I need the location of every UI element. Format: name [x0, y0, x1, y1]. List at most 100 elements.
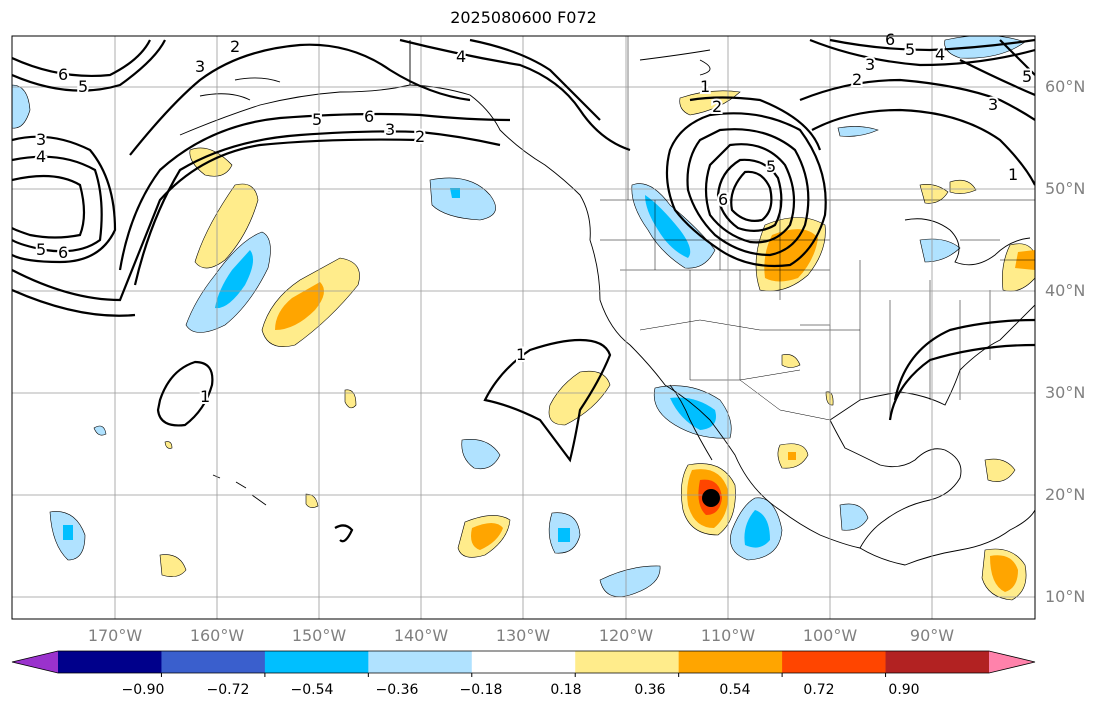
storm-center-marker — [702, 489, 720, 507]
lon-label: 170°W — [87, 626, 143, 645]
neg-region — [558, 528, 570, 542]
colorbar-tick-label: −0.18 — [459, 682, 503, 698]
lon-label: 90°W — [909, 626, 955, 645]
colorbar-segment — [368, 651, 473, 673]
contour-label: 3 — [385, 120, 395, 139]
colorbar-tick-label: 0.36 — [634, 682, 666, 698]
contour-label: 4 — [36, 147, 46, 166]
colorbar-tick-label: −0.90 — [121, 682, 165, 698]
pos-region — [990, 555, 1018, 592]
lon-label: 100°W — [802, 626, 858, 645]
map-background — [12, 36, 1035, 619]
pos-region — [344, 389, 357, 409]
contour-label: 2 — [415, 127, 425, 146]
colorbar-segment — [575, 651, 680, 673]
neg-region — [599, 565, 661, 597]
colorbar-tick-label: −0.72 — [206, 682, 250, 698]
contour-label: 3 — [36, 130, 46, 149]
neg-region — [12, 84, 31, 129]
colorbar-tick-label: 0.90 — [888, 682, 920, 698]
contour-label: 4 — [935, 45, 945, 64]
contour-lines — [12, 38, 1035, 543]
pos-region — [949, 179, 977, 194]
contour-label: 3 — [865, 55, 875, 74]
state-borders — [600, 36, 1035, 421]
pos-region — [159, 554, 187, 577]
shaded-anomaly-regions — [12, 36, 1035, 601]
lon-label: 140°W — [393, 626, 449, 645]
contour-label: 6 — [58, 243, 68, 262]
pos-region — [275, 282, 324, 330]
colorbar-segment — [782, 651, 887, 673]
contour-label: 3 — [195, 57, 205, 76]
contour-label: 5 — [766, 157, 776, 176]
colorbar-extend-left — [12, 651, 58, 673]
neg-region — [839, 503, 869, 531]
neg-region — [744, 510, 770, 548]
lat-label: 20°N — [1045, 485, 1086, 504]
lat-label: 30°N — [1045, 383, 1086, 402]
contour-label: 3 — [988, 95, 998, 114]
colorbar-tick-label: 0.54 — [719, 682, 751, 698]
map-title: 2025080600 F072 — [450, 8, 597, 27]
contour-label: 6 — [364, 107, 374, 126]
colorbar-tick-label: 0.18 — [550, 682, 582, 698]
colorbar-segment — [678, 651, 783, 673]
neg-region — [215, 250, 254, 309]
contour-label: 2 — [852, 70, 862, 89]
lon-label: 130°W — [495, 626, 551, 645]
pos-region — [984, 458, 1016, 482]
contour-label: 5 — [78, 77, 88, 96]
lat-label: 50°N — [1045, 179, 1086, 198]
contour-label: 1 — [1008, 165, 1018, 184]
contour-label: 2 — [712, 97, 722, 116]
contour-label: 5 — [312, 110, 322, 129]
contour-label: 6 — [885, 30, 895, 49]
colorbar — [11, 650, 1036, 677]
lon-label: 160°W — [189, 626, 245, 645]
contour-label: 6 — [718, 190, 728, 209]
colorbar-segment — [264, 651, 369, 673]
colorbar-tick-label: −0.54 — [290, 682, 334, 698]
contour-label: 6 — [58, 65, 68, 84]
coastlines — [179, 40, 1035, 566]
colorbar-segment — [58, 651, 162, 673]
lat-label: 60°N — [1045, 77, 1086, 96]
pos-region — [788, 452, 796, 460]
neg-region — [670, 397, 716, 430]
contour-label: 1 — [516, 345, 526, 364]
colorbar-extend-right — [989, 651, 1035, 673]
pos-region — [194, 183, 259, 269]
pos-region — [781, 354, 801, 368]
contour-label-group: 6 5 3 4 5 6 2 3 5 6 3 2 4 1 2 5 6 3 2 6 … — [34, 28, 1034, 408]
neg-region — [93, 425, 107, 436]
contour-label: 5 — [1022, 67, 1032, 86]
pos-region — [764, 229, 818, 282]
contour-label: 4 — [456, 47, 466, 66]
neg-region — [837, 126, 879, 137]
map-frame — [11, 35, 1036, 620]
lon-label: 110°W — [700, 626, 756, 645]
lat-label: 10°N — [1045, 587, 1086, 606]
colorbar-outline — [11, 650, 1036, 674]
neg-region — [450, 188, 460, 198]
neg-region — [63, 525, 73, 540]
contour-label: 5 — [36, 240, 46, 259]
colorbar-tick-label: −0.36 — [375, 682, 419, 698]
pos-region — [471, 523, 503, 550]
contour-label: 1 — [200, 387, 210, 406]
neg-region — [429, 177, 496, 221]
pos-region — [164, 441, 173, 449]
neg-region — [461, 439, 501, 469]
contour-label: 2 — [230, 37, 240, 56]
lat-label: 40°N — [1045, 281, 1086, 300]
neg-region — [645, 195, 691, 258]
colorbar-segment — [885, 651, 990, 673]
colorbar-tick-label: 0.72 — [803, 682, 835, 698]
colorbar-segment — [471, 651, 576, 673]
lon-label: 120°W — [598, 626, 654, 645]
contour-label: 1 — [700, 77, 710, 96]
lon-label: 150°W — [291, 626, 347, 645]
colorbar-segment — [161, 651, 266, 673]
